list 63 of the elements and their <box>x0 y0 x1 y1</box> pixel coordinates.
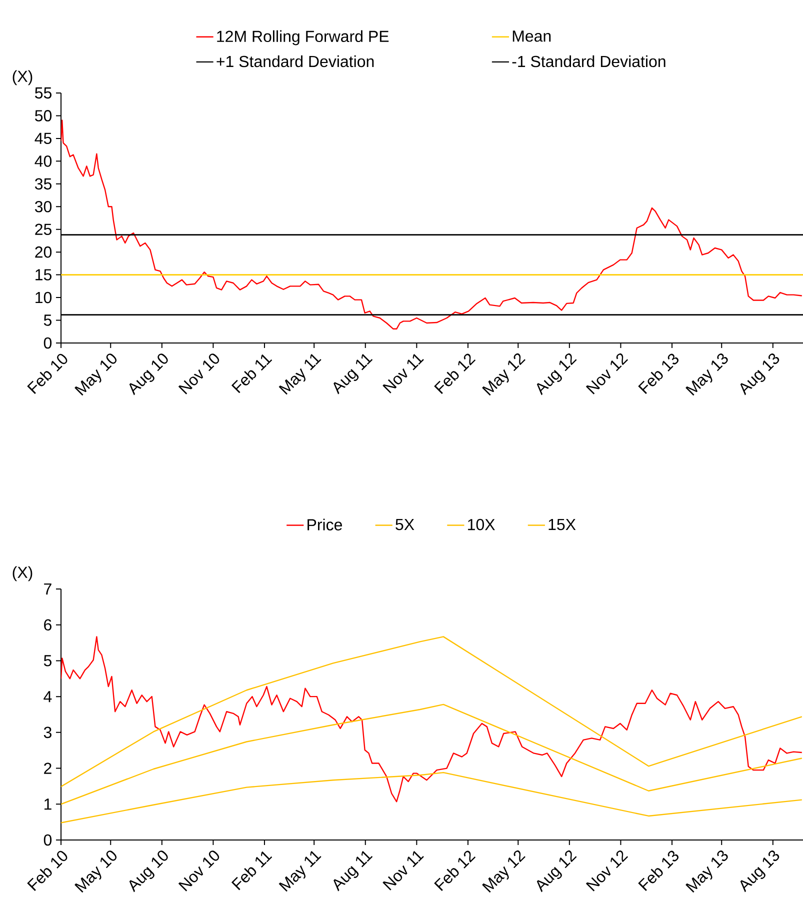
y-tick-label: 15 <box>36 269 52 280</box>
legend-label: Mean <box>512 30 551 42</box>
y-tick-label: 25 <box>35 224 52 236</box>
x-tick-label: May 10 <box>74 354 117 396</box>
x-tick-label: Aug 13 <box>740 850 780 892</box>
x-tick-label: Aug 11 <box>334 850 373 892</box>
x-tick-label: May 11 <box>278 354 322 395</box>
x-tick-label: May 10 <box>74 850 117 893</box>
legend-label: 12M Rolling Forward PE <box>217 30 389 46</box>
y-tick-label: 55 <box>35 87 52 99</box>
x-tick-label: Feb 13 <box>638 354 679 394</box>
x-tick-label: May 12 <box>482 353 526 396</box>
legend-label: 15X <box>548 518 576 530</box>
y-tick-label: 5 <box>44 655 52 666</box>
legend-label: +1 Standard Deviation <box>216 55 374 68</box>
y-tick-label: 20 <box>35 246 52 258</box>
y-tick-label: 1 <box>44 798 52 810</box>
line-series <box>61 704 802 805</box>
y-axis-title: (X) <box>12 566 32 582</box>
y-tick-label: 0 <box>44 337 52 349</box>
x-tick-label: May 13 <box>686 353 728 396</box>
x-tick-label: May 13 <box>686 850 728 893</box>
x-tick-label: Feb 10 <box>27 850 68 892</box>
x-tick-label: Nov 12 <box>586 850 628 892</box>
x-tick-label: Feb 11 <box>231 851 272 890</box>
x-tick-label: Aug 12 <box>536 353 577 396</box>
x-tick-label: May 12 <box>482 850 526 893</box>
x-tick-label: Nov 11 <box>382 850 424 890</box>
x-tick-label: Nov 10 <box>178 354 220 394</box>
y-tick-label: 5 <box>44 314 52 326</box>
x-tick-label: Feb 10 <box>27 354 68 394</box>
x-tick-label: Aug 11 <box>334 354 373 394</box>
x-tick-label: Feb 12 <box>434 354 476 394</box>
x-tick-label: Aug 10 <box>129 850 168 892</box>
x-tick-label: Feb 11 <box>231 354 272 394</box>
x-tick-label: Nov 12 <box>586 353 628 394</box>
y-tick-label: 50 <box>35 110 52 122</box>
y-tick-label: 30 <box>34 200 52 212</box>
y-tick-label: 7 <box>44 583 52 595</box>
x-tick-label: May 11 <box>278 850 322 892</box>
legend-label: 5X <box>396 518 414 530</box>
legend-label: Price <box>308 518 342 530</box>
line-series <box>61 120 802 330</box>
y-tick-label: 2 <box>44 762 52 774</box>
y-tick-label: 3 <box>44 726 52 738</box>
x-tick-label: Aug 13 <box>740 353 780 396</box>
y-tick-label: 40 <box>34 156 52 167</box>
x-tick-label: Aug 12 <box>536 850 577 892</box>
x-tick-label: Aug 10 <box>129 354 168 396</box>
y-tick-label: 10 <box>36 292 52 304</box>
x-tick-label: Feb 13 <box>638 850 679 892</box>
x-tick-label: Feb 12 <box>434 850 476 892</box>
y-tick-label: 6 <box>44 619 52 631</box>
line-series <box>61 772 802 824</box>
y-axis-title: (X) <box>12 70 32 86</box>
y-tick-label: 4 <box>44 691 52 702</box>
y-tick-label: 35 <box>34 178 52 190</box>
legend-label: -1 Standard Deviation <box>512 55 666 68</box>
y-tick-label: 0 <box>44 834 52 846</box>
y-tick-label: 45 <box>34 132 52 144</box>
x-tick-label: Nov 10 <box>178 850 220 892</box>
legend-label: 10X <box>468 518 495 530</box>
x-tick-label: Nov 11 <box>382 354 424 394</box>
